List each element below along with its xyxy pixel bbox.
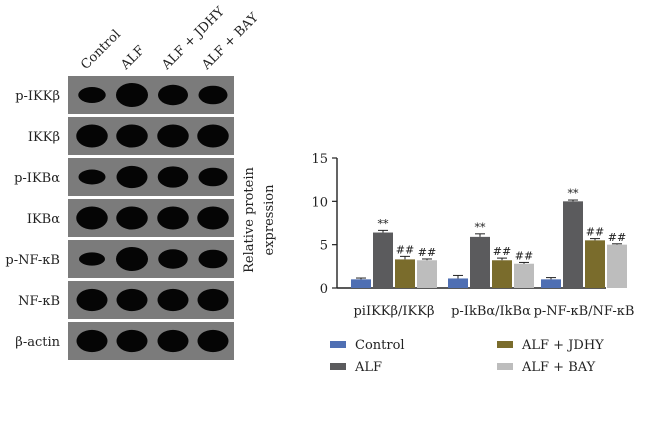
blot-band (158, 249, 188, 269)
blot-row-label: p-IKKβ (15, 89, 60, 104)
y-tick-label: 10 (311, 195, 328, 210)
blot-band (157, 124, 189, 148)
blot-band (197, 206, 229, 230)
x-tick-label: p-NF-κB/NF-κB (534, 304, 635, 319)
significance-label: ** (378, 217, 390, 230)
significance-label: ## (608, 231, 626, 244)
blot-band (116, 165, 148, 189)
blot-band (198, 85, 228, 105)
blot-row: IKKβ (28, 117, 234, 155)
blot-row: IKBα (27, 199, 234, 237)
legend-item: ALF + BAY (497, 360, 596, 375)
x-tick-label: piIKKβ/IKKβ (353, 304, 434, 319)
blot-band (197, 288, 229, 312)
blot-band (116, 329, 148, 353)
blot-band (157, 166, 189, 188)
x-tick-labels: piIKKβ/IKKβ p-IkBα/IkBα p-NF-κB/NF-κB (353, 304, 634, 319)
blot-row-label: NF-κB (18, 294, 60, 309)
blot-band (78, 87, 106, 103)
bar (585, 240, 605, 288)
bar (563, 201, 583, 288)
blot-band (157, 329, 189, 353)
blot-band (76, 124, 108, 148)
y-tick-label: 15 (311, 152, 328, 167)
blot-rows: p-IKKβ IKKβ p-IKBα IKBα p-NF-κB NF-κB β-actin (5, 76, 234, 360)
blot-band (116, 124, 148, 148)
blot-band (197, 329, 229, 353)
blot-band (116, 288, 148, 312)
legend-item: Control (330, 338, 405, 353)
bar (351, 279, 371, 288)
blot-row: β-actin (15, 322, 234, 360)
bar (470, 236, 490, 288)
blot-band (157, 288, 189, 312)
significance-label: ## (586, 226, 604, 239)
blot-band (79, 252, 105, 266)
blot-band (76, 288, 108, 312)
blot-band (116, 83, 148, 107)
blot-band (76, 206, 108, 230)
blot-band (78, 169, 106, 185)
y-axis-title: Relative protein expression (242, 167, 277, 273)
blot-row: p-IKBα (14, 158, 234, 196)
significance-label: ## (515, 249, 533, 262)
y-axis-title-line1: Relative protein (242, 167, 257, 273)
bar (417, 260, 437, 288)
blot-row: p-IKKβ (15, 76, 234, 114)
blot-band (198, 167, 228, 187)
blot-row: p-NF-κB (5, 240, 234, 278)
significance-label: ## (418, 246, 436, 259)
y-axis-title-line2: expression (262, 184, 277, 256)
significance-label: ** (475, 221, 487, 234)
chart-legend: Control ALF ALF + JDHY ALF + BAY (330, 338, 604, 375)
blot-band (76, 329, 108, 353)
blot-row-label: β-actin (15, 335, 60, 350)
legend-swatch (330, 341, 346, 348)
legend-item: ALF + JDHY (497, 338, 604, 353)
blot-band (198, 249, 228, 269)
legend-label: ALF + JDHY (521, 338, 604, 353)
blot-band (158, 84, 188, 106)
legend-swatch (330, 363, 346, 370)
chart-bars: ** ## ## ** ## ## ** ## ## (351, 187, 627, 288)
y-tick-label: 5 (320, 239, 328, 254)
bar (492, 260, 512, 288)
legend-label: ALF (354, 360, 382, 375)
legend-label: Control (355, 338, 405, 353)
blot-band (116, 206, 148, 230)
legend-swatch (497, 341, 513, 348)
blot-band (157, 206, 189, 230)
legend-label: ALF + BAY (521, 360, 596, 375)
bar (514, 263, 534, 288)
blot-row: NF-κB (18, 281, 234, 319)
bar (373, 232, 393, 288)
legend-item: ALF (330, 360, 382, 375)
significance-label: ## (493, 245, 511, 258)
blot-row-label: p-NF-κB (5, 253, 60, 268)
blot-row-label: p-IKBα (14, 171, 60, 186)
bar (395, 259, 415, 288)
y-tick-label: 0 (320, 282, 328, 297)
significance-label: ** (568, 187, 580, 200)
x-tick-label: p-IkBα/IkBα (451, 304, 531, 319)
bar (541, 279, 561, 288)
bar (448, 278, 468, 288)
blot-row-label: IKKβ (28, 130, 60, 145)
significance-label: ## (396, 243, 414, 256)
blot-band (116, 247, 148, 271)
blot-row-label: IKBα (27, 212, 60, 227)
bar (607, 244, 627, 288)
legend-swatch (497, 363, 513, 370)
blot-band (197, 124, 229, 148)
